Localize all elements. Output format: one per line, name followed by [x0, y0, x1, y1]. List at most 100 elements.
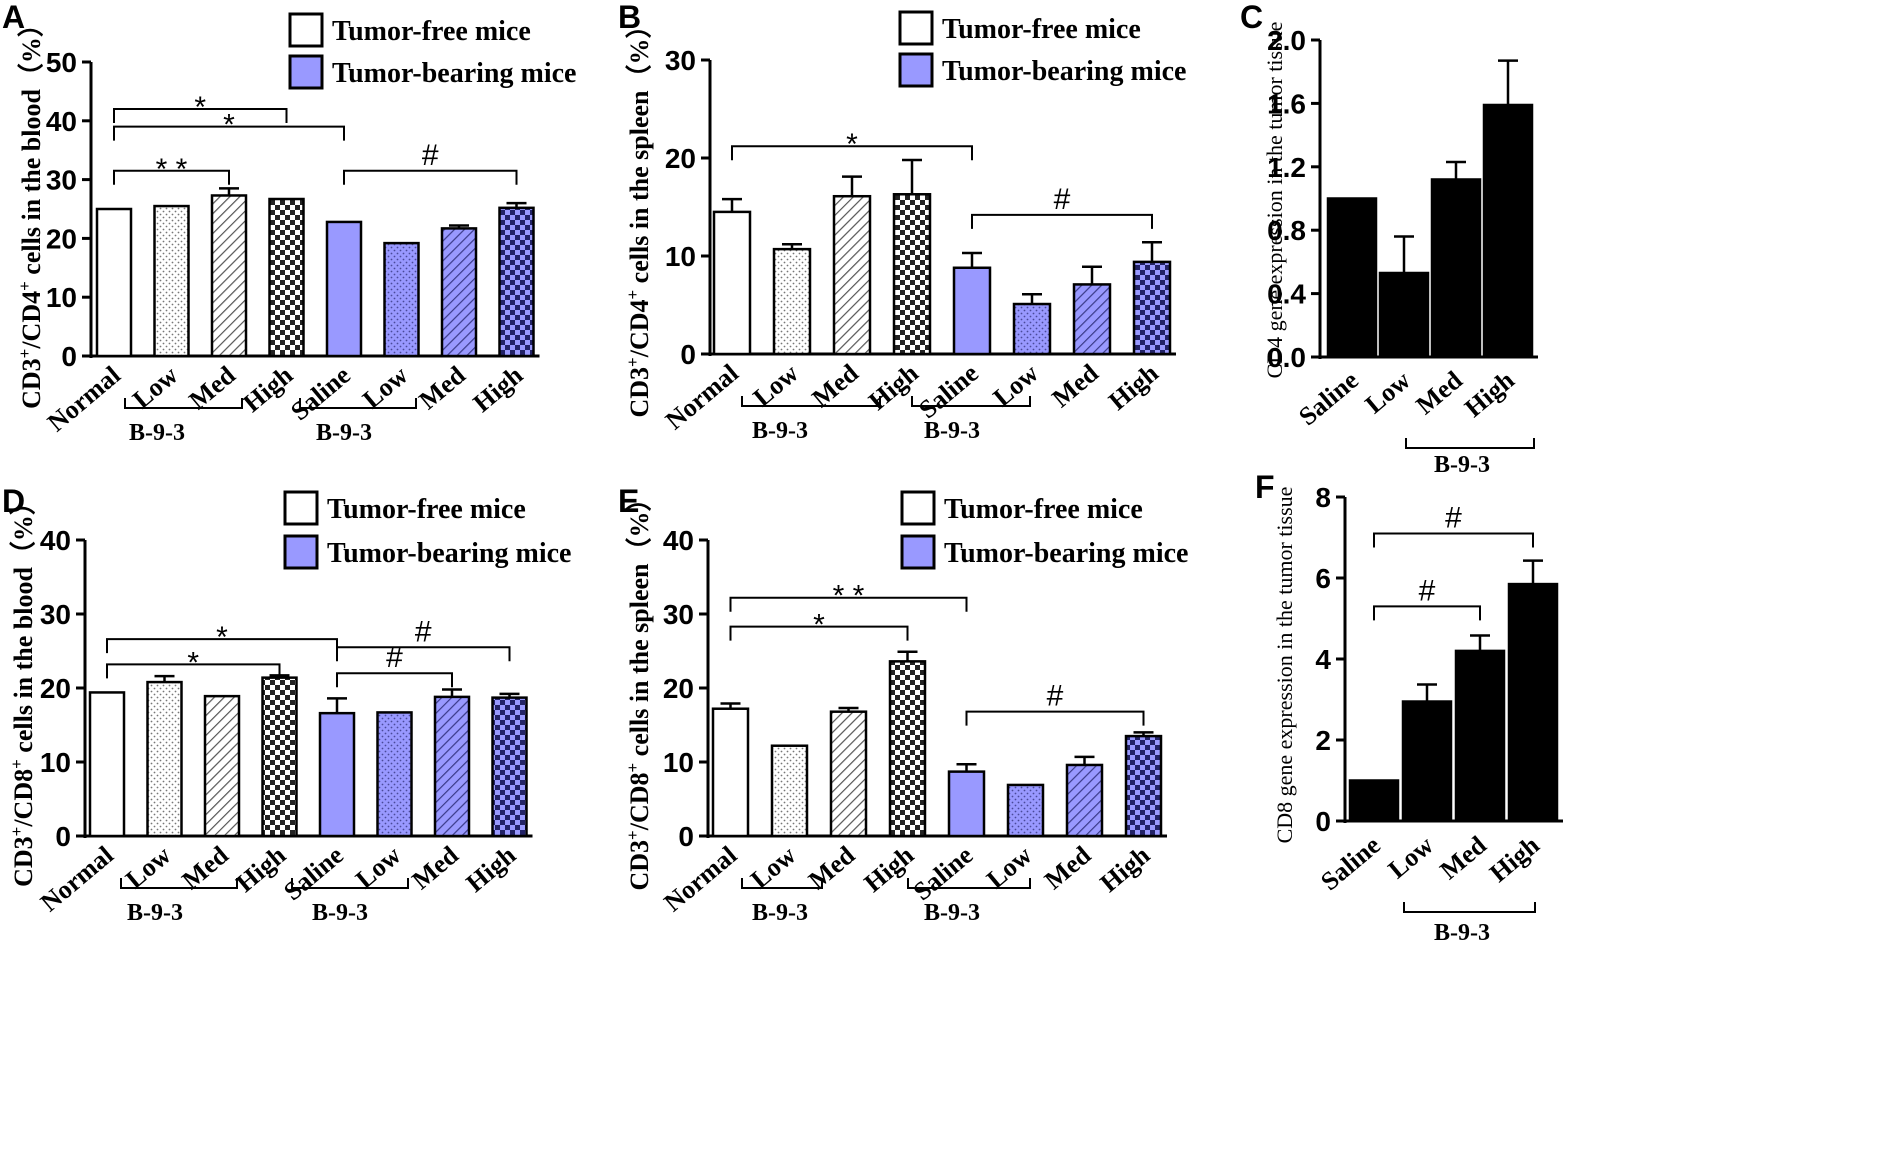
category-label: Med [806, 358, 864, 413]
category-label: Saline [1293, 365, 1364, 431]
y-label-superscript: + [15, 281, 34, 291]
bar-2 [146, 680, 183, 838]
panel-letter: C [1240, 0, 1263, 35]
y-tick-label: 6 [1315, 563, 1331, 594]
significance-mark: * [194, 91, 206, 124]
significance-mark: * * [156, 153, 188, 186]
y-tick-label: 20 [46, 223, 77, 254]
bar-3 [829, 710, 868, 838]
legend-swatch-tumor-free [900, 490, 936, 526]
y-label-part: CD3 [625, 367, 654, 418]
bar-7 [433, 695, 471, 838]
legend-swatch-tumor-bearing [900, 534, 936, 570]
bar-1 [712, 210, 752, 356]
bar-4 [1507, 582, 1559, 823]
category-label: Low [127, 360, 183, 414]
bar-1 [711, 707, 750, 838]
bar-6 [376, 711, 413, 838]
bar-2 [770, 744, 809, 838]
y-tick-label: 40 [46, 106, 77, 137]
y-label-superscript: + [623, 830, 642, 840]
group-label: B-9-3 [316, 420, 372, 446]
y-tick-label: 50 [46, 47, 77, 78]
category-label: Low [748, 358, 804, 412]
category-label: Med [176, 840, 234, 895]
panel-letter: F [1255, 469, 1275, 505]
y-label-part: /CD8 [9, 769, 38, 828]
significance-bracket [1373, 605, 1481, 621]
category-label: Saline [908, 840, 979, 906]
y-label-part: CD3 [625, 840, 654, 891]
y-tick-label: 20 [40, 673, 71, 704]
category-label: High [863, 358, 924, 416]
category-label: Saline [913, 358, 984, 424]
y-label-part: /CD4 [17, 291, 46, 350]
bar-7 [440, 227, 478, 358]
group-label: B-9-3 [1434, 452, 1490, 478]
y-axis-label: CD3+/CD8+ cells in the blood（%） [7, 489, 38, 887]
significance-mark: # [386, 641, 403, 674]
bar-5 [952, 266, 992, 356]
group-label: B-9-3 [924, 900, 980, 926]
legend-label-tumor-bearing: Tumor-bearing mice [327, 538, 571, 569]
significance-bracket [971, 213, 1153, 229]
y-label-part: /CD8 [625, 773, 654, 832]
bar-2 [153, 204, 190, 358]
y-tick-label: 30 [663, 599, 694, 630]
y-label-superscript: + [623, 763, 642, 773]
group-label: B-9-3 [1434, 920, 1490, 946]
bar-1 [1348, 779, 1400, 823]
y-label-superscript: + [623, 357, 642, 367]
category-label: Low [1383, 830, 1439, 884]
significance-mark: * [223, 109, 235, 142]
group-label: B-9-3 [312, 900, 368, 926]
category-label: Low [745, 840, 801, 894]
significance-bracket [106, 663, 281, 679]
group-bracket [741, 396, 881, 407]
significance-bracket [965, 710, 1145, 726]
category-label: High [859, 840, 920, 898]
y-tick-label: 0 [678, 821, 694, 852]
significance-bracket [343, 169, 518, 185]
significance-mark: # [1054, 183, 1071, 216]
bar-1 [95, 207, 133, 358]
bar-1 [1326, 197, 1378, 359]
legend-label-tumor-free: Tumor-free mice [332, 16, 531, 47]
panel-letter: E [618, 483, 639, 519]
bar-3 [1430, 178, 1482, 359]
y-label-part: cells in the spleen（%） [625, 12, 654, 289]
bar-4 [261, 676, 298, 838]
bar-3 [1454, 649, 1506, 823]
y-label-part: CD3 [17, 358, 46, 409]
legend-swatch-tumor-free [288, 12, 324, 48]
bar-5 [947, 770, 986, 838]
panel-letter: D [2, 483, 25, 519]
legend-swatch-tumor-bearing [283, 534, 319, 570]
bar-4 [892, 193, 932, 356]
group-label: B-9-3 [752, 900, 808, 926]
category-label: Low [120, 840, 176, 894]
group-label: B-9-3 [129, 420, 185, 446]
group-bracket [124, 398, 243, 409]
group-bracket [1403, 902, 1536, 913]
bar-5 [318, 711, 356, 838]
bar-6 [1012, 302, 1052, 356]
legend-label-tumor-bearing: Tumor-bearing mice [332, 58, 576, 89]
group-bracket [299, 398, 417, 409]
category-label: Med [183, 360, 241, 415]
y-label-part: CD3 [9, 836, 38, 887]
y-tick-label: 10 [665, 241, 696, 272]
legend-label-tumor-free: Tumor-free mice [942, 14, 1141, 45]
y-label-superscript: + [623, 290, 642, 300]
y-label-part: cells in the blood（%） [9, 489, 38, 759]
category-label: Saline [285, 360, 356, 426]
y-label-superscript: + [15, 349, 34, 359]
y-tick-label: 2.0 [1267, 25, 1306, 56]
bar-6 [383, 241, 420, 358]
category-label: Med [1039, 840, 1097, 895]
